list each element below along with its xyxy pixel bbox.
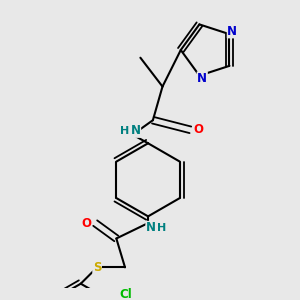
Text: N: N xyxy=(130,124,141,137)
Text: N: N xyxy=(197,72,207,85)
Text: H: H xyxy=(120,126,130,136)
Text: S: S xyxy=(93,261,101,274)
Text: O: O xyxy=(193,123,203,136)
Text: N: N xyxy=(146,221,156,234)
Text: Cl: Cl xyxy=(119,288,132,300)
Text: H: H xyxy=(157,223,166,233)
Text: N: N xyxy=(227,25,237,38)
Text: O: O xyxy=(82,217,92,230)
